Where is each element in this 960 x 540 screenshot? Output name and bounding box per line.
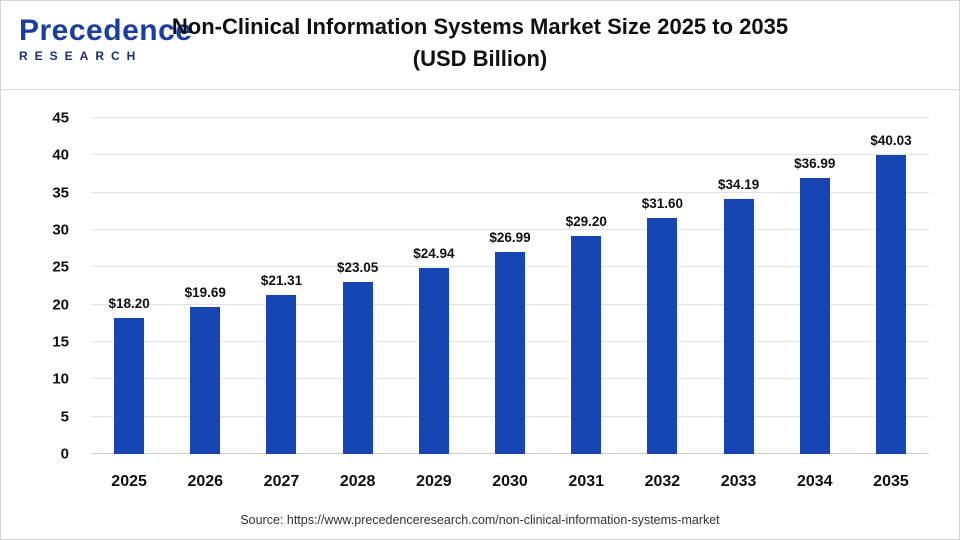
bar-group: $19.69: [167, 118, 243, 454]
bar-group: $34.19: [701, 118, 777, 454]
bar: [495, 252, 526, 454]
bar-group: $31.60: [624, 118, 700, 454]
logo-wordmark: Precedence: [19, 14, 193, 47]
x-tick-label: 2030: [492, 473, 528, 490]
bar-value-label: $23.05: [337, 259, 379, 275]
gridline: [91, 154, 929, 156]
bar-group: $23.05: [320, 118, 396, 454]
bar-group: $18.20: [91, 118, 167, 454]
bar: [875, 155, 906, 454]
bar-value-label: $31.60: [641, 196, 684, 212]
bars-container: $18.20 $19.69 $21.31 $23.05 $24.94 $26.99 $29.…: [91, 118, 929, 454]
gridline: [91, 191, 929, 193]
bar-group: $26.99: [472, 118, 548, 454]
bar-group: $24.94: [396, 118, 472, 454]
y-tick-label: 5: [60, 408, 69, 426]
bar-value-label: $36.99: [794, 155, 836, 171]
x-tick-label: 2034: [796, 473, 833, 490]
bar-value-label: $19.69: [184, 284, 226, 300]
bar-group: $29.20: [548, 118, 624, 454]
bar: [190, 306, 221, 454]
bar-value-label: $29.20: [565, 213, 607, 229]
bar: [114, 318, 145, 454]
gridline: [91, 229, 929, 230]
logo-subtitle: RESEARCH: [19, 48, 143, 63]
y-tick-label: 25: [52, 258, 69, 276]
bar-value-label: $40.03: [870, 133, 912, 149]
y-axis: 0 5 10 15 20 25 30 35 40 45: [1, 110, 79, 463]
x-tick-label: 2031: [568, 473, 605, 490]
chart-title-line1: Non-Clinical Information Systems Market …: [171, 14, 789, 39]
x-tick-label: 2028: [339, 473, 376, 490]
bar: [418, 267, 449, 454]
x-tick-label: 2025: [111, 473, 147, 490]
bar-group: $21.31: [243, 118, 319, 454]
bar: [342, 281, 373, 454]
bar-value-label: $24.94: [413, 245, 455, 261]
x-tick-label: 2032: [644, 473, 681, 490]
bar: [723, 198, 754, 454]
bar-value-label: $18.20: [108, 296, 150, 312]
bar-group: $40.03: [853, 118, 929, 454]
x-tick-label: 2029: [416, 473, 452, 490]
x-axis: 2025 2026 2027 2028 2029 2030 2031 2032 2033 2034…: [91, 473, 929, 491]
bar-value-label: $26.99: [489, 230, 531, 246]
y-tick-label: 10: [52, 370, 69, 388]
plot-area: $18.20 $19.69 $21.31 $23.05 $24.94 $26.99 $29.…: [91, 117, 929, 454]
x-tick-label: 2033: [720, 473, 757, 490]
bar-group: $36.99: [777, 118, 853, 454]
bar-chart: 0 5 10 15 20 25 30 35 40 45 $18.20 $19.69 $21.31 $23…: [1, 90, 959, 539]
bar: [647, 218, 678, 454]
y-tick-label: 20: [52, 296, 69, 314]
x-tick-label: 2027: [263, 473, 300, 490]
chart-title: Non-Clinical Information Systems Market …: [1, 11, 959, 75]
precedence-research-logo: Precedence RESEARCH: [19, 15, 192, 62]
bar: [799, 177, 830, 454]
y-tick-label: 0: [60, 445, 69, 463]
x-tick-label: 2026: [187, 473, 224, 490]
chart-title-line2: (USD Billion): [412, 46, 548, 71]
gridline: [91, 117, 929, 118]
y-tick-label: 45: [52, 109, 69, 127]
bar-value-label: $34.19: [717, 176, 760, 192]
y-tick-label: 35: [52, 184, 69, 202]
bar: [571, 235, 602, 454]
bar-value-label: $21.31: [260, 272, 303, 288]
x-tick-label: 2035: [873, 473, 909, 490]
source-text: Source: https://www.precedenceresearch.c…: [240, 513, 720, 527]
bar: [266, 294, 297, 454]
y-tick-label: 15: [52, 333, 69, 351]
y-tick-label: 30: [52, 221, 69, 239]
y-tick-label: 40: [52, 146, 69, 164]
header: Precedence RESEARCH Non-Clinical Informa…: [1, 1, 959, 90]
